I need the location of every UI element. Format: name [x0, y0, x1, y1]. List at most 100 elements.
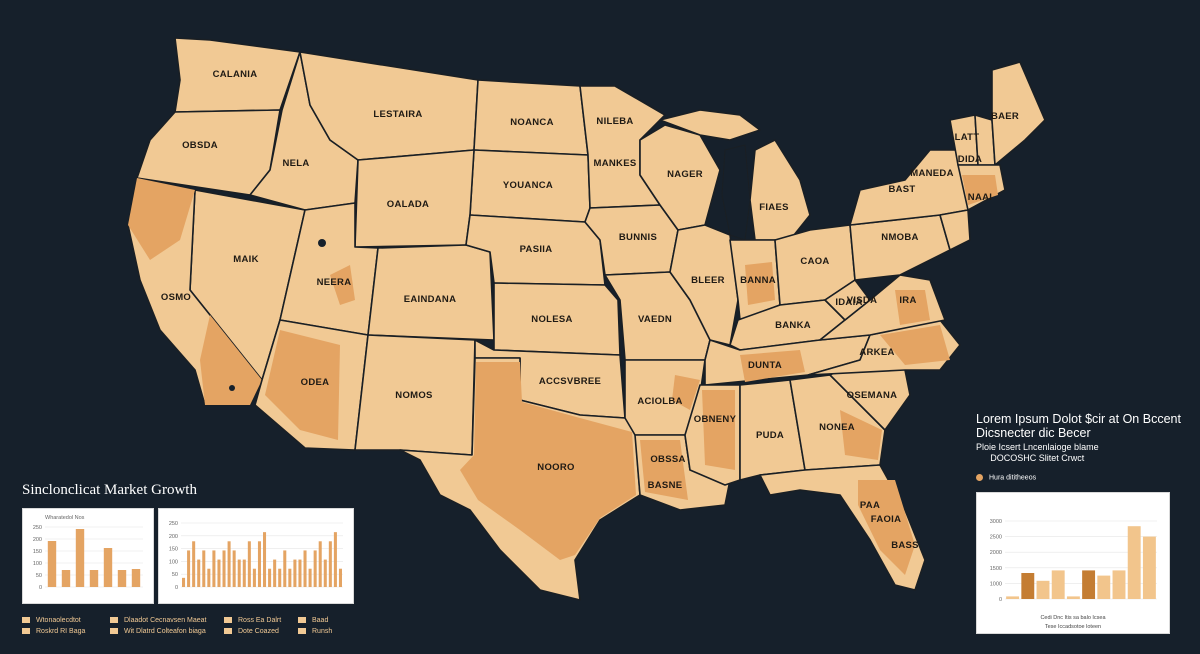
state-label-iowa: BUNNIS [619, 232, 657, 243]
tick-label: 1000 [990, 581, 1002, 587]
bar [293, 559, 297, 587]
state-label-colorado: EAINDANA [404, 294, 457, 305]
state-label-washington: CALANIA [213, 69, 258, 80]
bar [298, 559, 302, 587]
lake-marker-south [229, 385, 235, 391]
bar [318, 541, 322, 587]
massachusetts-hot [962, 175, 998, 205]
state-label-south-dakota: YOUANCA [503, 180, 553, 191]
state-colorado[interactable] [367, 244, 495, 341]
state-label-texas: NOORO [537, 462, 574, 473]
bar [263, 532, 267, 587]
bar [257, 541, 261, 587]
state-label-kansas: NOLESA [531, 314, 572, 325]
tick-label: 2000 [990, 550, 1002, 556]
state-label-illinois: BLEER [691, 275, 725, 286]
state-label-massachusetts: NAAI [968, 192, 992, 203]
bar [197, 559, 201, 587]
bar [273, 559, 277, 587]
tick-label: 50 [36, 573, 42, 579]
chart-b-card: 250 200 150 100 50 0 [158, 508, 354, 604]
north-carolina-hot [880, 325, 950, 365]
tennessee-hot [740, 350, 805, 382]
bar [328, 541, 332, 587]
right-chart-card: 3000 2500 2000 1500 1000 0 Cedi Dnc Itis sa ba… [976, 492, 1170, 634]
louisiana-hot [640, 440, 688, 500]
market-growth-title: Sinclonclicat Market Growth [22, 482, 197, 498]
bar [202, 550, 206, 587]
state-label-louisiana: OBSSA [650, 454, 685, 465]
tick-label: 150 [169, 547, 178, 553]
state-label-new-mexico: NOMOS [395, 390, 432, 401]
state-lower-michigan[interactable] [749, 139, 811, 241]
tick-label: 200 [33, 537, 42, 543]
state-label-southflorida: BASS [891, 540, 919, 551]
bar [227, 541, 231, 587]
state-pennsylvania[interactable] [849, 214, 951, 281]
state-label-georgia-coast: VISDA [847, 295, 878, 306]
state-label-mississippi: OBNENY [694, 414, 737, 425]
bar [283, 550, 287, 587]
right-chart: 3000 2500 2000 1500 1000 0 Cedi Dnc Itis sa ba… [990, 519, 1157, 630]
chart-header: Wharatedol Nos [45, 515, 85, 521]
tick-label: 3000 [990, 519, 1002, 525]
legend-item: Runsh [298, 628, 332, 635]
bar [117, 570, 127, 587]
arizona-hot [265, 330, 340, 440]
state-label-west-virginia: IDAIA [835, 297, 862, 308]
bar [192, 541, 196, 587]
state-label-new-hampshire: DIDA [958, 154, 982, 165]
bar [212, 550, 216, 587]
right-legend: Hura dititheeos [976, 474, 1036, 481]
legend-dot [976, 474, 983, 481]
tick-label: 150 [33, 549, 42, 555]
state-labels: CALANIA OBSDA NELA LESTAIRA NOANCA YOUANCA OAL… [161, 69, 1019, 551]
tick-label: 250 [169, 521, 178, 527]
state-label-wyoming: OALADA [387, 199, 429, 210]
state-label-tennessee: DUNTA [748, 360, 782, 371]
state-michigan[interactable] [659, 109, 761, 141]
state-label-michigan: NAGER [667, 169, 703, 180]
state-label-nebraska: PASIIA [520, 244, 553, 255]
chart-b: 250 200 150 100 50 0 [169, 521, 343, 591]
bar [333, 532, 337, 587]
utah-hot [330, 265, 355, 305]
mississippi-hot [702, 390, 735, 470]
state-label-minnesota: NILEBA [596, 116, 633, 127]
state-label-pennsylvania: NMOBA [881, 232, 918, 243]
state-west-virginia[interactable] [824, 279, 871, 321]
legend-item: Wtonaolecdtot [22, 617, 81, 624]
state-label-florida-mid: PAA [860, 500, 880, 511]
legend-item: Baad [298, 617, 328, 624]
chart-caption: Cedi Dnc Itis sa balo Icsea [1040, 615, 1106, 621]
bar [103, 548, 113, 587]
state-maine[interactable] [991, 61, 1046, 166]
left-legend: Wtonaolecdtot Roskrd RI Baga Dlaadot Cec… [22, 617, 362, 643]
state-label-arkansas: ACIOLBA [637, 396, 682, 407]
bar [232, 550, 236, 587]
bar [47, 541, 57, 587]
state-label-lower-michigan: FIAES [759, 202, 788, 213]
bar [182, 577, 186, 587]
state-kansas[interactable] [493, 282, 621, 356]
state-label-ohio: CAOA [800, 256, 829, 267]
lake-michigan [721, 144, 751, 241]
legend-item: Dlaadot Cecnavsen Maeat [110, 617, 207, 624]
bar [1112, 570, 1126, 599]
state-label-new-york: MANEDA [910, 168, 954, 179]
state-label-georgia: NONEA [819, 422, 855, 433]
bar [75, 529, 85, 587]
tick-label: 50 [172, 572, 178, 578]
bar [303, 550, 307, 587]
bar [1097, 575, 1111, 599]
state-label-vermont: LATT [955, 132, 980, 143]
indiana-hot [745, 262, 775, 305]
state-label-indiana: BANNA [740, 275, 776, 286]
state-connecticut[interactable] [939, 209, 971, 251]
state-label-wisconsin: MANKES [594, 158, 637, 169]
bar [217, 559, 221, 587]
bar [131, 569, 141, 587]
texas-hot [460, 362, 636, 560]
state-label-montana: LESTAIRA [373, 109, 422, 120]
bar [1066, 596, 1080, 599]
